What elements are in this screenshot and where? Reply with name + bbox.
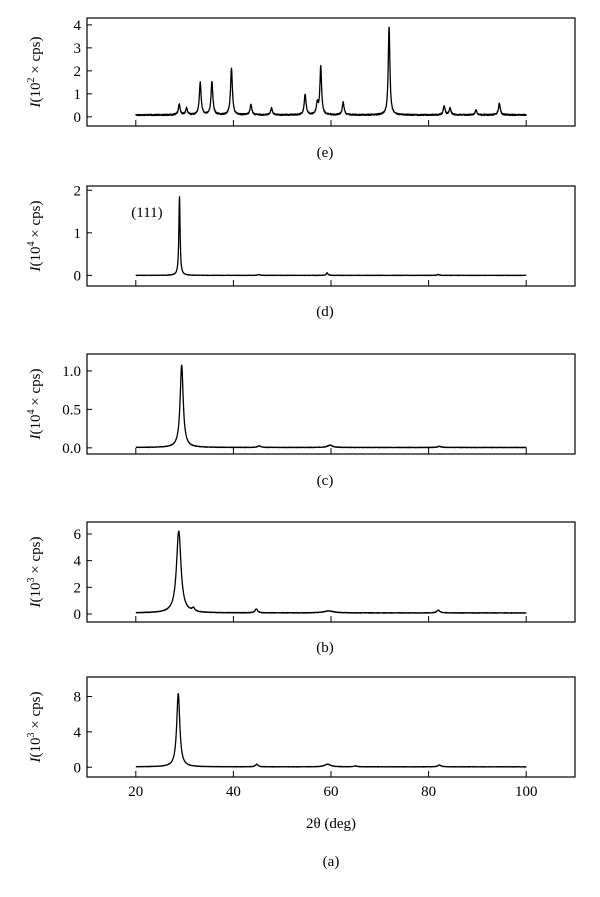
y-axis-label: I(103 × cps) — [26, 692, 44, 764]
plot-frame — [86, 17, 576, 127]
y-tick-label: 4 — [74, 725, 82, 741]
y-tick-label: 0 — [74, 607, 82, 623]
y-tick-label: 1 — [74, 226, 82, 242]
plot-area: 0 4 8 20 40 60 80 100 — [74, 689, 538, 800]
x-axis-label: 2θ (deg) — [306, 816, 356, 832]
y-tick-label: 0 — [74, 110, 82, 126]
panel-d: 0 1 2 I(104 × cps) (111) (d) — [26, 183, 576, 320]
y-tick-label: 2 — [74, 64, 82, 80]
panel-label: (e) — [317, 145, 334, 161]
y-axis-label: I(104 × cps) — [26, 369, 44, 441]
panel-label: (c) — [317, 473, 334, 489]
y-tick-label: 0 — [74, 760, 82, 776]
plot-area: 0 1 2 3 4 — [74, 18, 527, 126]
x-tick-label: 60 — [324, 784, 339, 800]
x-tick-label: 80 — [421, 784, 436, 800]
panel-label: (d) — [316, 304, 334, 320]
diffraction-line — [135, 26, 527, 117]
panel-label: (a) — [323, 854, 340, 870]
plot-frame — [86, 521, 576, 623]
x-tick-label: 100 — [515, 784, 538, 800]
plot-frame — [86, 676, 576, 778]
y-tick-label: 1.0 — [62, 364, 81, 380]
plot-frame — [86, 185, 576, 287]
diffraction-line — [135, 196, 527, 277]
plot-area: 0 1 2 — [74, 183, 527, 286]
panel-b: 0 2 4 6 I(103 × cps) (b) — [26, 521, 576, 656]
plot-area: 0.0 0.5 1.0 — [62, 364, 527, 457]
y-tick-label: 2 — [74, 580, 82, 596]
diffraction-line — [135, 364, 527, 449]
plot-frame — [86, 353, 576, 455]
panel-a: 0 4 8 20 40 60 80 100 I(103 × cps) 2θ (deg) (a) — [26, 676, 576, 870]
y-tick-label: 1 — [74, 87, 82, 103]
plot-area: 0 2 4 6 — [74, 527, 527, 623]
y-tick-label: 8 — [74, 689, 82, 705]
x-tick-label: 20 — [128, 784, 143, 800]
y-tick-label: 0.0 — [62, 441, 81, 457]
diffraction-line — [135, 530, 527, 614]
y-tick-label: 3 — [74, 41, 82, 57]
y-tick-label: 0 — [74, 268, 82, 284]
y-axis-label: I(103 × cps) — [26, 537, 44, 609]
panel-e: 0 1 2 3 4 I(102 × cps) (e) — [26, 17, 576, 161]
peak-annotation: (111) — [131, 205, 162, 221]
x-tick-label: 40 — [226, 784, 241, 800]
panel-c: 0.0 0.5 1.0 I(104 × cps) (c) — [26, 353, 576, 489]
y-tick-label: 4 — [74, 554, 82, 570]
y-axis-label: I(104 × cps) — [26, 201, 44, 273]
y-tick-label: 0.5 — [62, 402, 81, 418]
panel-label: (b) — [316, 640, 334, 656]
y-axis-label: I(102 × cps) — [26, 37, 44, 109]
y-tick-label: 2 — [74, 183, 82, 199]
y-tick-label: 6 — [74, 527, 82, 543]
diffraction-line — [135, 692, 527, 768]
y-tick-label: 4 — [74, 18, 82, 34]
